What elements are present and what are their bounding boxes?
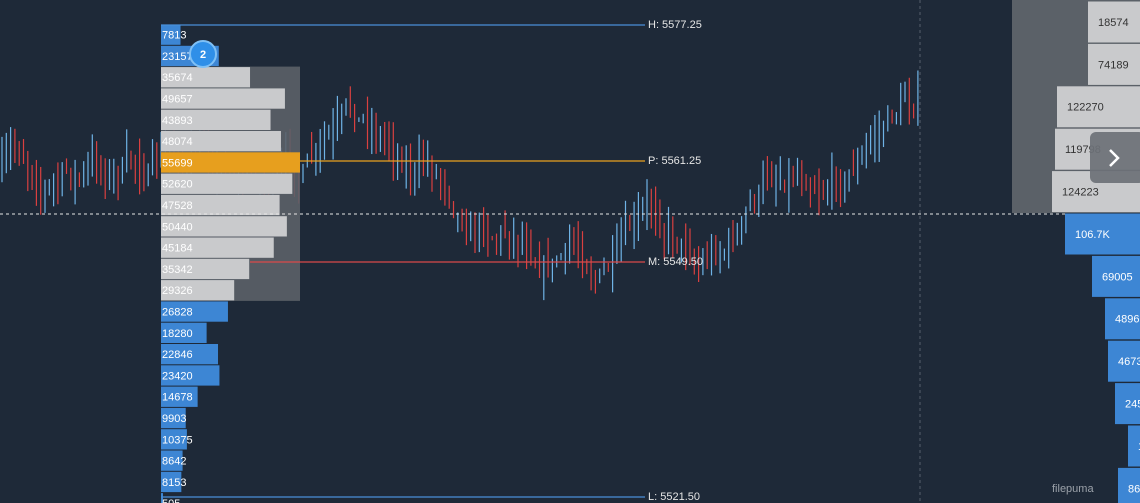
profile-bar <box>161 322 207 343</box>
next-icon <box>1109 149 1120 167</box>
right-profile-label: 106.7K <box>1075 229 1111 241</box>
profile-bar <box>161 450 183 471</box>
right-profile-bar <box>1065 213 1140 255</box>
right-profile-label: 19017 <box>1138 441 1140 453</box>
profile-bar <box>161 493 163 503</box>
profile-label: 47528 <box>162 200 193 212</box>
right-profile-label: 8658 <box>1128 483 1140 495</box>
profile-label: 50440 <box>162 221 193 233</box>
profile-bar <box>161 258 250 280</box>
profile-label: 7813 <box>162 30 186 42</box>
right-profile-bar <box>1118 467 1140 503</box>
profile-label: 14678 <box>162 392 193 404</box>
profile-bar <box>161 109 271 130</box>
level-label: M: 5549.50 <box>648 256 703 268</box>
profile-label: 45184 <box>162 243 193 255</box>
next-button[interactable] <box>1090 132 1140 183</box>
right-profile-bar <box>1105 298 1140 340</box>
level-label: L: 5521.50 <box>648 491 700 503</box>
profile-bar <box>161 365 220 386</box>
profile-bar <box>161 429 187 450</box>
profile-bar <box>161 173 293 194</box>
right-profile-label: 46736 <box>1118 356 1140 368</box>
right-profile-label: 124223 <box>1062 187 1099 199</box>
profile-label: 52620 <box>162 179 193 191</box>
level-label: P: 5561.25 <box>648 155 701 167</box>
right-profile-label: 74189 <box>1098 59 1129 71</box>
profile-label: 35342 <box>162 264 193 276</box>
right-profile-label: 122270 <box>1067 102 1104 114</box>
profile-label: 22846 <box>162 349 193 361</box>
profile-bar <box>161 344 219 365</box>
right-profile-bar <box>1115 383 1140 425</box>
right-profile-bar <box>1128 425 1140 467</box>
profile-bar <box>161 67 251 88</box>
level-label: H: 5577.25 <box>648 19 702 31</box>
profile-label: 9903 <box>162 413 186 425</box>
badge[interactable] <box>189 40 217 68</box>
profile-label: 29326 <box>162 285 193 297</box>
profile-bar <box>161 237 274 258</box>
profile-label: 23157 <box>162 51 193 63</box>
right-profile-label: 48966 <box>1115 314 1140 326</box>
profile-bar <box>161 301 228 322</box>
right-profile-bar <box>1088 43 1140 85</box>
profile-bar <box>161 194 280 216</box>
profile-bar <box>161 24 181 45</box>
profile-label: 8642 <box>162 456 186 468</box>
profile-label: 18280 <box>162 328 193 340</box>
profile-bar <box>161 280 235 301</box>
profile-bar <box>161 88 285 109</box>
badge-label: 2 <box>200 49 206 61</box>
right-profile-bar <box>1092 255 1140 297</box>
right-profile-bar <box>1088 1 1140 43</box>
profile-label: 49657 <box>162 93 193 105</box>
right-profile-bar <box>1057 86 1140 128</box>
profile-bar <box>161 216 287 237</box>
profile-label: 55699 <box>162 157 193 169</box>
watermark: filepuma <box>1052 483 1094 495</box>
profile-bar <box>161 407 186 429</box>
profile-bar <box>161 386 198 407</box>
profile-label: 35674 <box>162 72 193 84</box>
profile-bar <box>161 131 281 152</box>
profile-bar <box>161 152 300 173</box>
profile-label: 48074 <box>162 136 193 148</box>
right-profile-label: 18574 <box>1098 17 1129 29</box>
right-profile-bar <box>1108 340 1140 382</box>
right-profile-label: 69005 <box>1102 271 1133 283</box>
profile-label: 26828 <box>162 306 193 318</box>
profile-label: 8153 <box>162 477 186 489</box>
profile-label: 10375 <box>162 434 193 446</box>
profile-label: 23420 <box>162 370 193 382</box>
profile-label: 505 <box>162 498 180 503</box>
right-profile-label: 24581 <box>1125 399 1140 411</box>
profile-label: 43893 <box>162 115 193 127</box>
profile-bar <box>161 471 182 493</box>
